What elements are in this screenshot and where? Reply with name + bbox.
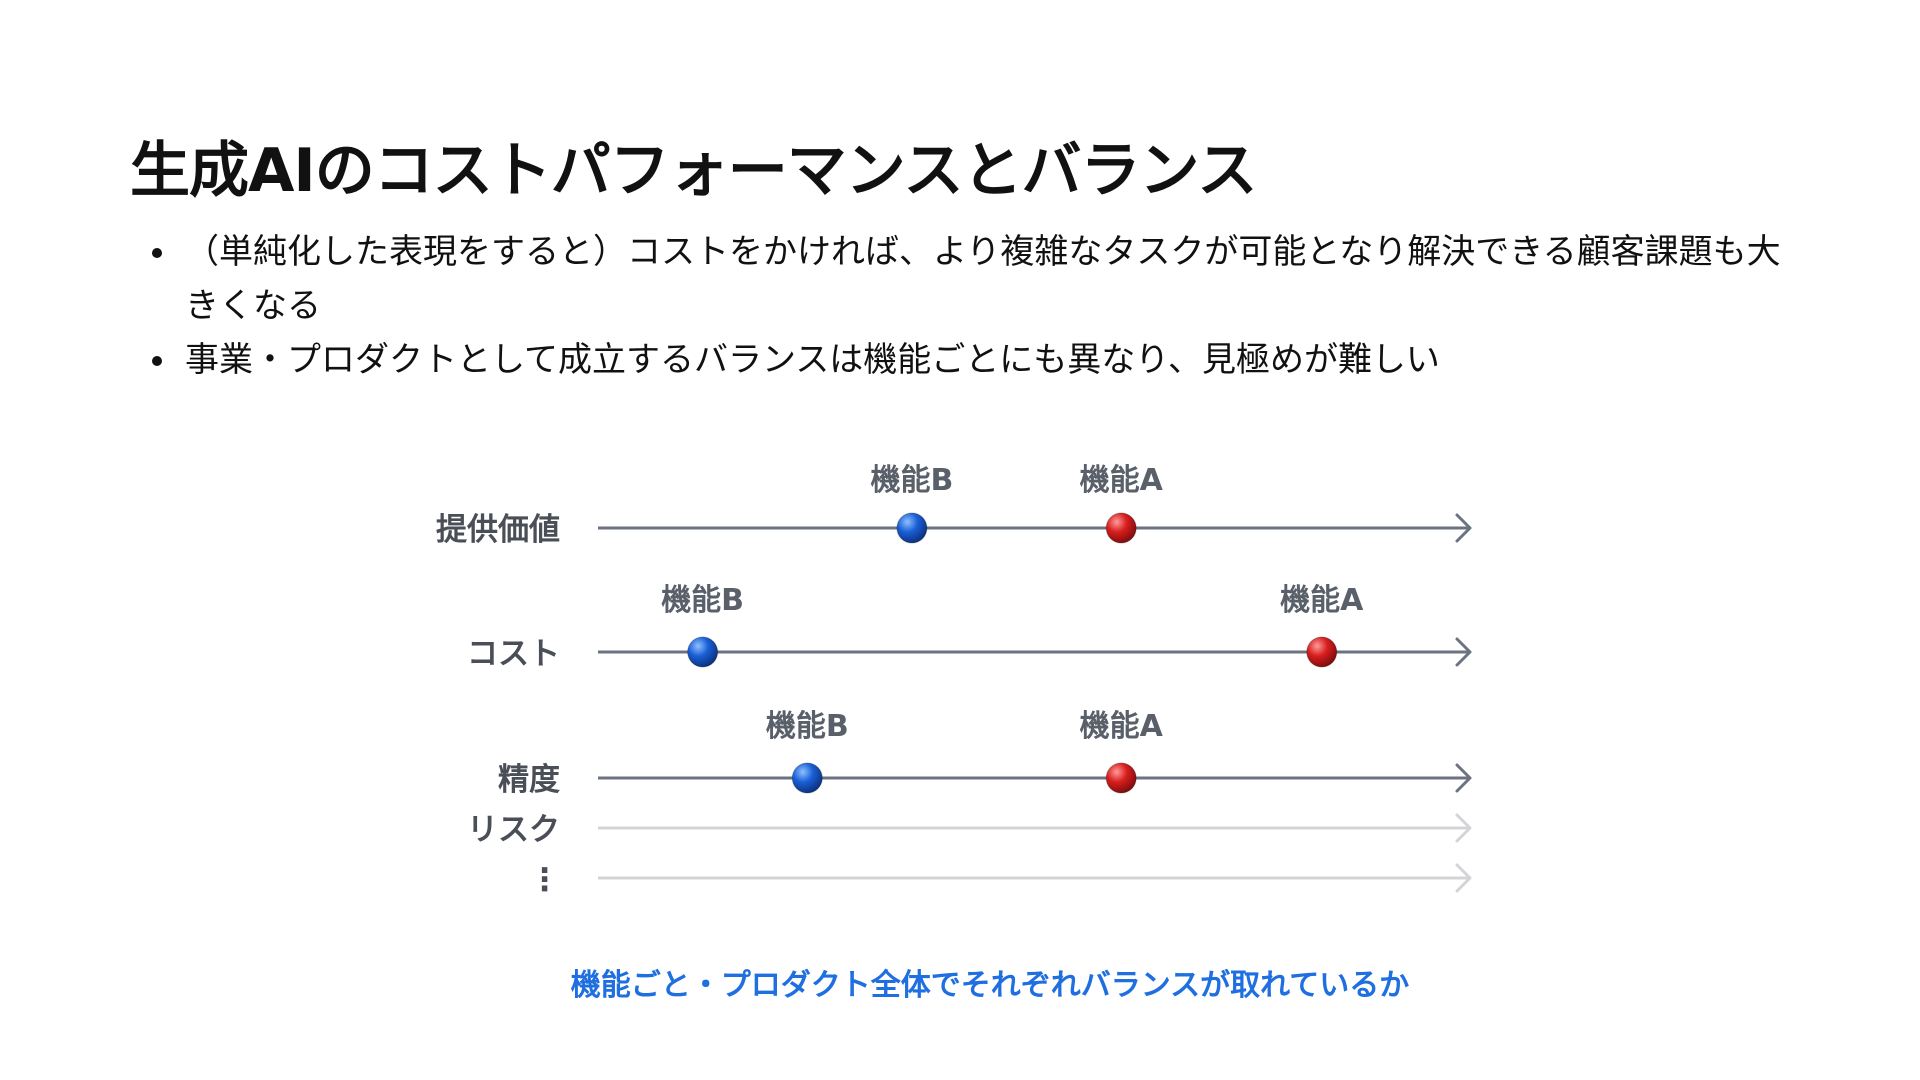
feature-point: [687, 636, 719, 668]
axis-arrowhead: [1455, 513, 1472, 543]
axis-label: コスト: [467, 636, 560, 672]
axis-label: リスク: [467, 812, 560, 848]
axis-label: ⋮: [529, 862, 560, 898]
bullet-item: 事業・プロダクトとして成立するバランスは機能ごとにも異なり、見極めが難しい: [130, 333, 1810, 387]
bullet-list: （単純化した表現をすると）コストをかければ、より複雑なタスクが可能となり解決でき…: [130, 225, 1810, 387]
axis-label: 精度: [498, 762, 560, 798]
feature-point-label: 機能A: [1280, 583, 1364, 618]
diagram-caption: 機能ごと・プロダクト全体でそれぞれバランスが取れているか: [570, 968, 1410, 1003]
feature-point: [791, 762, 823, 794]
axis-arrowhead: [1455, 813, 1472, 843]
axis-arrowhead: [1455, 763, 1472, 793]
feature-point: [896, 512, 928, 544]
slide-title: 生成AIのコストパフォーマンスとバランス: [130, 136, 1257, 206]
feature-point-label: 機能A: [1080, 463, 1164, 498]
feature-point-label: 機能B: [661, 583, 744, 618]
feature-point: [1105, 512, 1137, 544]
axis-arrowhead: [1455, 863, 1472, 893]
feature-point-label: 機能A: [1080, 709, 1164, 744]
axis-label: 提供価値: [436, 512, 560, 548]
feature-point: [1105, 762, 1137, 794]
axis-arrowhead: [1455, 637, 1472, 667]
feature-point-label: 機能B: [766, 709, 849, 744]
bullet-item: （単純化した表現をすると）コストをかければ、より複雑なタスクが可能となり解決でき…: [130, 225, 1810, 333]
feature-point-label: 機能B: [870, 463, 953, 498]
feature-point: [1306, 636, 1338, 668]
